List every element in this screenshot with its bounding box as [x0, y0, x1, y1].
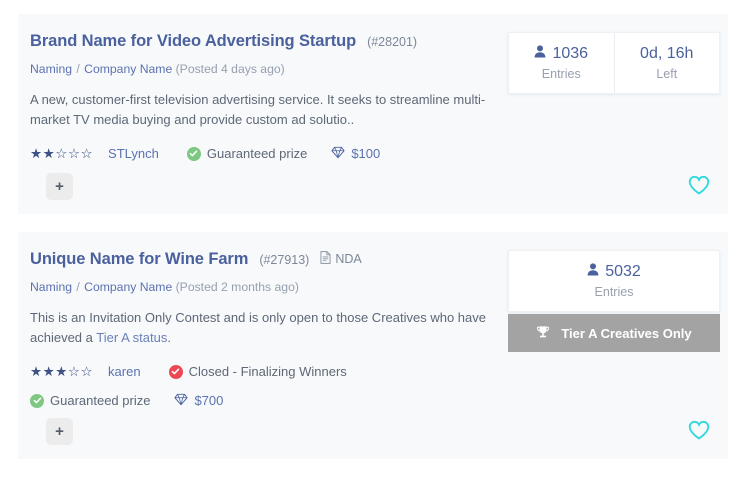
contest-stats: 5032 Entries Tier A Creatives Only: [508, 250, 720, 352]
entries-count: 5032: [605, 263, 641, 280]
entries-value-row: 1036: [513, 45, 610, 63]
contest-id: (#28201): [367, 35, 418, 49]
entries-stat: 5032 Entries: [509, 251, 719, 311]
person-icon: [534, 45, 546, 63]
time-left-stat: 0d, 16h Left: [613, 33, 720, 93]
favorite-button[interactable]: [688, 420, 710, 443]
entries-count: 1036: [552, 45, 589, 62]
subcategory-link[interactable]: Company Name: [84, 62, 173, 76]
star-rating: ★ ★ ☆ ☆ ☆: [30, 146, 93, 162]
prize-amount: $700: [194, 393, 224, 408]
posted-date: (Posted 2 months ago): [175, 280, 299, 294]
star-empty-icon: ☆: [67, 145, 81, 161]
prize-amount-group: $100: [331, 146, 380, 162]
subcategory-link[interactable]: Company Name: [84, 280, 173, 294]
nda-label: NDA: [335, 252, 362, 266]
tier-restriction-label: Tier A Creatives Only: [561, 325, 692, 341]
contest-description: A new, customer-first television adverti…: [30, 92, 486, 127]
prize-amount-group: $700: [174, 393, 223, 409]
favorite-button[interactable]: [688, 175, 710, 198]
trophy-icon: [536, 325, 550, 342]
contest-card[interactable]: Brand Name for Video Advertising Startup…: [18, 14, 728, 214]
rating-group: ★ ★ ★ ☆ ☆ karen: [30, 364, 141, 380]
rating-group: ★ ★ ☆ ☆ ☆ STLynch: [30, 146, 159, 162]
star-empty-icon: ☆: [80, 363, 94, 379]
star-filled-icon: ★: [55, 363, 68, 379]
document-icon: [320, 251, 331, 267]
time-left-value: 0d, 16h: [640, 45, 694, 62]
posted-date: (Posted 4 days ago): [175, 62, 285, 76]
person-icon: [587, 263, 599, 281]
contest-status-label: Closed - Finalizing Winners: [188, 364, 347, 379]
star-filled-icon: ★: [42, 363, 56, 379]
entries-label: Entries: [594, 285, 634, 299]
time-left-label: Left: [656, 67, 678, 81]
contest-card[interactable]: Unique Name for Wine Farm (#27913) NDA N…: [18, 232, 728, 459]
contest-description: This is an Invitation Only Contest and i…: [30, 308, 490, 348]
star-rating: ★ ★ ★ ☆ ☆: [30, 364, 93, 380]
entries-value-row: 5032: [513, 263, 715, 281]
contest-meta-row: ★ ★ ☆ ☆ ☆ STLynch Guaranteed prize: [30, 146, 494, 162]
contest-title-row: Unique Name for Wine Farm (#27913) NDA: [30, 250, 494, 269]
entries-stat: 1036 Entries: [509, 33, 614, 93]
contest-title[interactable]: Unique Name for Wine Farm: [30, 250, 249, 268]
holder-username[interactable]: STLynch: [108, 146, 159, 161]
contest-category: Naming / Company Name (Posted 2 months a…: [30, 280, 494, 294]
contest-title-row: Brand Name for Video Advertising Startup…: [30, 32, 494, 51]
guaranteed-prize-label: Guaranteed prize: [50, 393, 151, 408]
guaranteed-prize-badge: Guaranteed prize: [186, 146, 308, 161]
closed-circle-icon: [168, 364, 183, 379]
star-filled-icon: ★: [42, 145, 56, 161]
star-empty-icon: ☆: [67, 363, 81, 379]
category-separator: /: [73, 62, 84, 76]
star-filled-icon: ★: [30, 363, 43, 379]
contest-title[interactable]: Brand Name for Video Advertising Startup: [30, 32, 357, 50]
contest-details: Brand Name for Video Advertising Startup…: [18, 32, 508, 162]
tier-restriction-bar[interactable]: Tier A Creatives Only: [508, 314, 720, 352]
expand-button[interactable]: +: [46, 172, 73, 200]
description-text-part1: This is an Invitation Only Contest and i…: [30, 310, 486, 345]
nda-badge: NDA: [320, 251, 362, 267]
expand-button[interactable]: +: [46, 417, 73, 445]
category-link[interactable]: Naming: [30, 62, 72, 76]
star-empty-icon: ☆: [55, 145, 68, 161]
check-circle-icon: [186, 146, 201, 161]
contest-meta-row-secondary: Guaranteed prize $700: [30, 393, 494, 409]
stats-panel: 1036 Entries 0d, 16h Left: [508, 32, 720, 94]
contest-card-footer: +: [18, 403, 728, 459]
check-circle-icon: [30, 393, 44, 408]
category-separator: /: [73, 280, 84, 294]
star-filled-icon: ★: [30, 145, 43, 161]
holder-username[interactable]: karen: [108, 364, 141, 379]
tier-status-link[interactable]: Tier A status: [96, 329, 168, 345]
diamond-icon: [331, 146, 345, 162]
heart-icon: [688, 175, 710, 198]
contest-details: Unique Name for Wine Farm (#27913) NDA N…: [18, 250, 508, 409]
contest-card-footer: +: [18, 158, 728, 214]
contest-meta-row: ★ ★ ★ ☆ ☆ karen Closed - Finalizing Win: [30, 364, 494, 380]
contest-status-badge: Closed - Finalizing Winners: [168, 364, 347, 379]
contest-id: (#27913): [259, 253, 310, 267]
contest-stats: 1036 Entries 0d, 16h Left: [508, 32, 720, 94]
category-link[interactable]: Naming: [30, 280, 72, 294]
diamond-icon: [174, 393, 188, 409]
description-text-part2: .: [167, 329, 171, 345]
heart-icon: [688, 420, 710, 443]
star-empty-icon: ☆: [80, 145, 94, 161]
contest-category: Naming / Company Name (Posted 4 days ago…: [30, 62, 494, 76]
guaranteed-prize-badge: Guaranteed prize: [30, 393, 150, 408]
prize-amount: $100: [351, 146, 381, 161]
entries-label: Entries: [541, 67, 581, 81]
guaranteed-prize-label: Guaranteed prize: [206, 146, 308, 161]
stats-panel: 5032 Entries: [508, 250, 720, 312]
